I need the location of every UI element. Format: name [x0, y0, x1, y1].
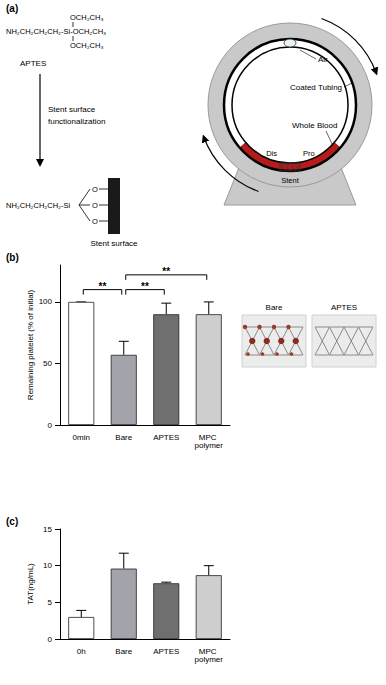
svg-text:50: 50	[43, 359, 52, 368]
svg-text:MPC: MPC	[198, 432, 219, 442]
svg-text:(c): (c)	[6, 516, 18, 527]
svg-text:APTES: APTES	[153, 433, 179, 442]
svg-text:NH₂CH₂CH₂CH₂-Si: NH₂CH₂CH₂CH₂-Si	[6, 201, 70, 210]
svg-text:TAT(ng/mL): TAT(ng/mL)	[26, 563, 35, 605]
svg-text:OCH₂CH₃: OCH₂CH₃	[70, 41, 103, 50]
svg-text:NH₂CH₂CH₂CH₂-Si-OCH₂CH₃: NH₂CH₂CH₂CH₂-Si-OCH₂CH₃	[6, 27, 106, 36]
svg-text:Bare: Bare	[266, 303, 283, 312]
svg-text:APTES: APTES	[20, 59, 46, 68]
svg-text:Remaining platelet (% of initi: Remaining platelet (% of initial)	[26, 290, 35, 401]
svg-text:0: 0	[48, 635, 53, 644]
svg-text:APTES: APTES	[331, 303, 357, 312]
svg-text:5: 5	[48, 598, 53, 607]
svg-text:Bare: Bare	[115, 647, 132, 656]
svg-text:Stent: Stent	[281, 176, 299, 185]
svg-text:10: 10	[43, 561, 52, 570]
svg-text:**: **	[141, 281, 149, 292]
svg-text:**: **	[162, 266, 170, 277]
svg-text:Bare: Bare	[115, 433, 132, 442]
svg-text:O: O	[92, 201, 98, 210]
svg-text:0min: 0min	[73, 433, 90, 442]
svg-text:O: O	[92, 217, 98, 226]
svg-text:Stent surface: Stent surface	[48, 105, 96, 114]
svg-text:APTES: APTES	[153, 647, 179, 656]
svg-text:functionalization: functionalization	[48, 117, 105, 126]
svg-text:Pro: Pro	[303, 149, 315, 158]
svg-text:(b): (b)	[6, 252, 19, 263]
svg-text:polymer: polymer	[195, 441, 224, 450]
svg-text:MPC: MPC	[198, 646, 219, 656]
svg-text:**: **	[99, 281, 107, 292]
svg-text:O: O	[92, 185, 98, 194]
svg-text:Dis: Dis	[266, 149, 277, 158]
svg-text:Air: Air	[318, 55, 328, 64]
svg-text:Whole Blood: Whole Blood	[292, 121, 337, 130]
svg-text:polymer: polymer	[195, 655, 224, 664]
svg-text:0h: 0h	[77, 647, 86, 656]
svg-text:100: 100	[39, 297, 53, 306]
svg-text:0: 0	[48, 421, 53, 430]
svg-text:(a): (a)	[6, 3, 18, 14]
svg-text:Stent surface: Stent surface	[90, 239, 138, 248]
svg-text:OCH₂CH₃: OCH₂CH₃	[70, 13, 103, 22]
svg-text:Coated Tubing: Coated Tubing	[290, 83, 342, 92]
svg-text:15: 15	[43, 525, 52, 534]
